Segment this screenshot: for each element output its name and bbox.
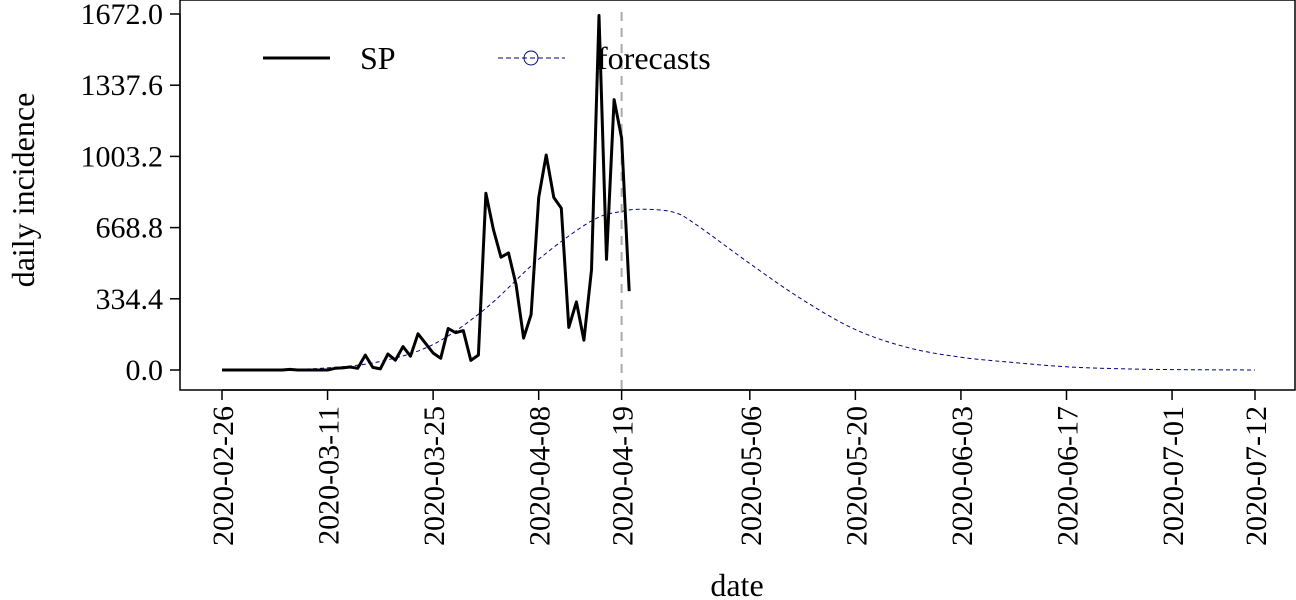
x-tick-label: 2020-07-12 bbox=[1240, 406, 1273, 546]
x-tick-label: 2020-02-26 bbox=[207, 406, 240, 546]
y-axis: 0.0 334.4 668.8 1003.2 1337.6 1672.0 bbox=[81, 0, 181, 387]
y-tick-label: 0.0 bbox=[126, 354, 164, 387]
x-axis: 2020-02-26 2020-03-11 2020-03-25 2020-04-08… bbox=[207, 389, 1273, 546]
x-axis-title: date bbox=[710, 567, 763, 600]
legend: SP forecasts bbox=[263, 40, 711, 76]
series-layer bbox=[221, 14, 1256, 372]
x-tick-label: 2020-07-01 bbox=[1157, 406, 1190, 546]
legend-sp-label: SP bbox=[360, 40, 396, 76]
x-tick-label: 2020-04-08 bbox=[524, 406, 557, 546]
x-tick-label: 2020-05-06 bbox=[735, 406, 768, 546]
series-sp-line bbox=[222, 14, 631, 372]
legend-forecasts-marker bbox=[523, 50, 539, 66]
x-tick-label: 2020-05-20 bbox=[840, 406, 873, 546]
y-tick-label: 1672.0 bbox=[81, 0, 164, 31]
x-tick-label: 2020-03-25 bbox=[418, 406, 451, 546]
x-tick-label: 2020-04-19 bbox=[607, 406, 640, 546]
x-tick-label: 2020-06-03 bbox=[946, 406, 979, 546]
y-tick-label: 1003.2 bbox=[81, 140, 164, 173]
x-tick-label: 2020-06-17 bbox=[1051, 406, 1084, 546]
y-axis-title: daily incidence bbox=[5, 93, 41, 288]
y-tick-label: 668.8 bbox=[96, 212, 164, 245]
y-tick-label: 334.4 bbox=[96, 283, 164, 316]
y-tick-label: 1337.6 bbox=[81, 69, 164, 102]
legend-forecasts-label: forecasts bbox=[597, 40, 711, 76]
series-forecasts-line bbox=[221, 208, 1256, 371]
plot-frame bbox=[179, 0, 1296, 391]
x-tick-label: 2020-03-11 bbox=[313, 406, 346, 545]
